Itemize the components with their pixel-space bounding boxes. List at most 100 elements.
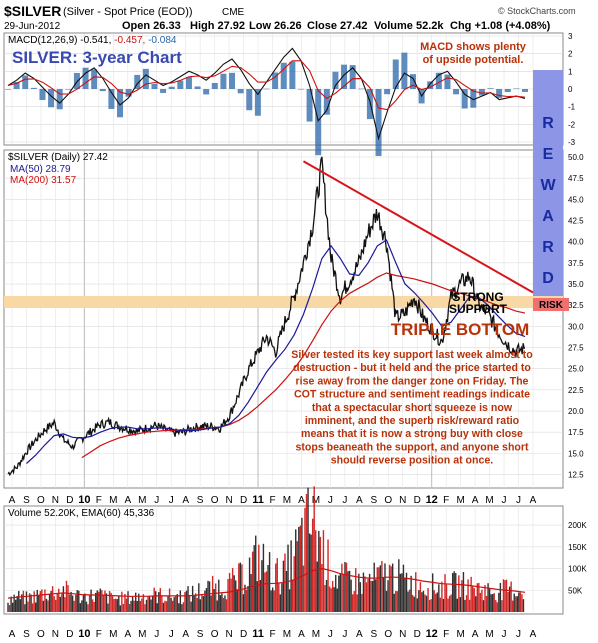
volume-bar xyxy=(224,595,226,612)
volume-bar xyxy=(104,590,106,612)
volume-bar xyxy=(453,571,455,612)
macd-histogram-bar xyxy=(341,64,348,89)
volume-bar xyxy=(339,573,342,612)
volume-bar xyxy=(502,579,505,612)
volume-bar xyxy=(344,561,346,612)
volume-bar xyxy=(207,580,209,612)
volume-bar xyxy=(138,593,140,612)
volume-bar xyxy=(195,593,197,612)
volume-bar xyxy=(385,590,388,612)
commentary-line: rise away from the danger zone on Friday… xyxy=(296,375,529,387)
volume-bar xyxy=(428,599,431,612)
volume-bar xyxy=(411,594,414,612)
volume-bar xyxy=(14,599,17,612)
price-line xyxy=(7,156,526,477)
volume-bar xyxy=(267,565,269,612)
volume-bar xyxy=(78,590,80,612)
volume-bar xyxy=(142,594,145,612)
change-text: Chg +1.08 (+4.08%) xyxy=(450,20,551,32)
x-tick-label-bottom: J xyxy=(169,629,174,640)
volume-bar xyxy=(262,543,265,612)
volume-bar xyxy=(479,592,482,612)
volume-bar xyxy=(196,597,198,612)
reward-letter: R xyxy=(542,115,554,132)
volume-bar xyxy=(456,598,458,612)
volume-bar xyxy=(176,594,178,612)
commentary-line: should reverse position at once. xyxy=(331,455,494,467)
volume-bar xyxy=(441,581,443,612)
volume-bar xyxy=(261,560,263,612)
volume-bar xyxy=(384,563,386,612)
x-tick-label-bottom: M xyxy=(283,629,291,640)
support-label-line1: STRONG xyxy=(452,290,503,304)
volume-bar xyxy=(341,563,343,612)
macd-tick-label: -1 xyxy=(568,103,576,112)
volume-bar xyxy=(338,575,340,612)
volume-bar xyxy=(444,574,446,612)
volume-bar xyxy=(96,590,98,612)
volume-tick-label: 150K xyxy=(568,543,587,552)
volume-bar xyxy=(65,580,68,612)
volume-bar xyxy=(39,591,42,612)
volume-bar xyxy=(376,567,378,612)
x-tick-label: A xyxy=(530,495,537,506)
volume-bar xyxy=(198,583,200,612)
volume-bar xyxy=(362,572,365,612)
volume-bar xyxy=(402,564,405,612)
macd-histogram-bar xyxy=(237,89,244,94)
volume-bar xyxy=(162,602,165,612)
volume-bar xyxy=(256,581,258,612)
volume-bar xyxy=(155,591,157,612)
x-tick-label: A xyxy=(124,495,131,506)
volume-bar xyxy=(53,596,55,612)
volume-bar xyxy=(501,600,503,612)
x-tick-label: O xyxy=(384,495,392,506)
x-tick-label: 10 xyxy=(78,494,90,506)
macd-histogram-bar xyxy=(461,89,468,109)
volume-bar xyxy=(361,593,363,612)
volume-bar xyxy=(336,588,338,612)
volume-bar xyxy=(54,599,57,612)
macd-note-line2: of upside potential. xyxy=(423,54,524,66)
volume-bar xyxy=(250,574,252,612)
volume-bar xyxy=(182,602,185,612)
price-tick-label: 17.5 xyxy=(568,428,584,437)
x-tick-label-bottom: J xyxy=(516,629,521,640)
volume-bar xyxy=(187,586,189,612)
volume-bar xyxy=(510,581,512,612)
volume-bar xyxy=(455,573,457,612)
volume-bar xyxy=(278,583,280,612)
volume-bar xyxy=(158,592,160,612)
volume-bar xyxy=(161,595,163,612)
commentary-text: Silver tested its key support last week … xyxy=(291,349,533,467)
volume-bar xyxy=(298,526,300,612)
volume-bar xyxy=(131,596,134,612)
macd-histogram-bar xyxy=(246,89,253,111)
ma200-legend: MA(200) 31.57 xyxy=(10,175,77,186)
volume-text: Volume 52.2k xyxy=(374,20,444,32)
volume-bar xyxy=(7,602,9,612)
x-tick-label-bottom: F xyxy=(269,629,275,640)
volume-bar xyxy=(404,578,406,612)
symbol-text: $SILVER xyxy=(4,3,61,19)
volume-bar xyxy=(167,595,169,612)
exchange-text: CME xyxy=(222,7,245,18)
volume-bar xyxy=(468,599,471,612)
volume-bar xyxy=(447,598,449,612)
volume-bar xyxy=(102,594,105,612)
x-tick-label-bottom: D xyxy=(414,629,421,640)
commentary-line: Silver tested its key support last week … xyxy=(291,349,533,361)
volume-bar xyxy=(139,600,142,612)
volume-bar xyxy=(56,593,58,612)
volume-bar xyxy=(111,596,114,612)
volume-bar xyxy=(171,600,174,612)
macd-histogram-bar xyxy=(56,89,63,110)
macd-histogram-bar xyxy=(142,68,149,89)
volume-bar xyxy=(105,593,108,612)
description-text: (Silver - Spot Price (EOD)) xyxy=(63,6,193,18)
price-tick-label: 37.5 xyxy=(568,259,584,268)
volume-bar xyxy=(8,605,11,612)
x-tick-label: N xyxy=(52,495,59,506)
x-tick-label: F xyxy=(269,495,275,506)
